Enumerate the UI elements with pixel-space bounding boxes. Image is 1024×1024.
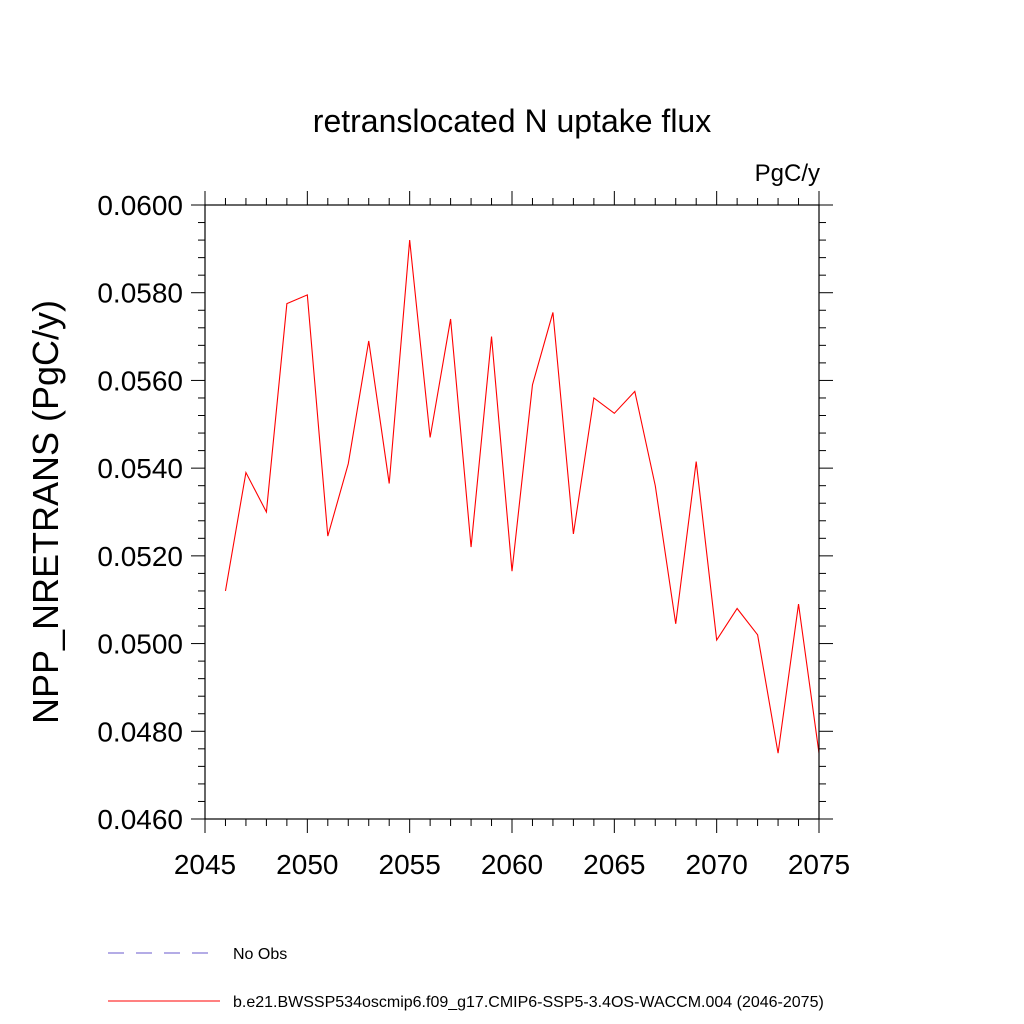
plot-frame [204,204,820,820]
y-axis-label: NPP_NRETRANS (PgC/y) [25,300,66,724]
y-tick-label: 0.0500 [97,629,183,660]
axis-ticks: 2045 2050 2055 2060 2065 2070 2075 0.0460 0.0480… [97,190,850,880]
x-tick-label: 2045 [174,849,236,880]
legend: No Obs b.e21.BWSSP534oscmip6.f09_g17.CMIP… [108,946,824,1011]
y-tick-label: 0.0520 [97,541,183,572]
x-tick-label: 2050 [276,849,338,880]
chart-title: retranslocated N uptake flux [313,103,711,139]
legend-label: No Obs [233,946,287,963]
y-tick-label: 0.0600 [97,190,183,221]
y-tick-label: 0.0480 [97,716,183,747]
series-group [224,240,820,754]
series-line [224,240,820,754]
y-tick-label: 0.0580 [97,278,183,309]
x-tick-label: 2055 [379,849,441,880]
y-tick-label: 0.0540 [97,453,183,484]
legend-label: b.e21.BWSSP534oscmip6.f09_g17.CMIP6-SSP5… [233,994,824,1011]
x-tick-label: 2070 [686,849,748,880]
x-tick-label: 2075 [788,849,850,880]
units-label: PgC/y [755,160,820,187]
y-tick-label: 0.0560 [97,365,183,396]
x-tick-label: 2060 [481,849,543,880]
x-tick-label: 2065 [583,849,645,880]
y-tick-label: 0.0460 [97,804,183,835]
